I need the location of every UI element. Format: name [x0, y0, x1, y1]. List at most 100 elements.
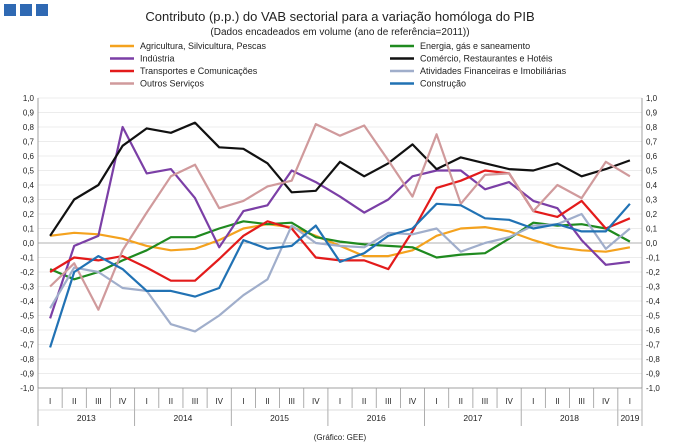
logo-square [4, 4, 16, 16]
x-tick-label: II [169, 397, 173, 406]
x-tick-label: I [242, 397, 244, 406]
x-tick-label: III [288, 397, 295, 406]
series-line [49, 202, 631, 348]
x-axis: I II III IV I II III IV I II III IV I II III IV I II III IV… [37, 388, 643, 426]
y-tick-label-right: 0,9 [646, 109, 658, 118]
y-tick-label-right: -0,5 [646, 312, 660, 321]
legend-label: Transportes e Comunicações [140, 66, 258, 76]
x-year-label: 2018 [560, 413, 579, 423]
series-line [49, 212, 631, 333]
y-tick-label-left: -0,8 [20, 355, 34, 364]
y-tick-label-right: -0,6 [646, 326, 660, 335]
y-tick-label-left: -0,7 [20, 341, 34, 350]
legend: Agricultura, Silvicultura, Pescas Energia… [110, 41, 567, 89]
x-year-label: 2013 [77, 413, 96, 423]
gee-logo [4, 4, 48, 16]
x-tick-label: I [436, 397, 438, 406]
y-tick-label-left: -0,4 [20, 297, 34, 306]
legend-label: Indústria [140, 54, 175, 64]
x-tick-label: III [385, 397, 392, 406]
x-tick-label: III [578, 397, 585, 406]
y-tick-label-left: -0,1 [20, 254, 34, 263]
x-tick-label: IV [602, 397, 610, 406]
x-year-label: 2019 [620, 413, 639, 423]
x-tick-label: IV [215, 397, 223, 406]
legend-label: Construção [420, 79, 466, 89]
x-tick-label: I [49, 397, 51, 406]
y-tick-label-left: 0,4 [23, 181, 35, 190]
y-tick-label-left: -0,3 [20, 283, 34, 292]
x-year-label: 2015 [270, 413, 289, 423]
y-tick-label-left: 0,7 [23, 138, 35, 147]
y-tick-label-right: 0,7 [646, 138, 658, 147]
y-tick-label-left: -0,2 [20, 268, 34, 277]
legend-label: Energia, gás e saneamento [420, 41, 530, 51]
y-tick-label-right: 0,0 [646, 239, 658, 248]
y-tick-label-right: 0,1 [646, 225, 658, 234]
chart-subtitle: (Dados encadeados em volume (ano de refe… [210, 27, 469, 38]
y-tick-label-left: 0,3 [23, 196, 35, 205]
y-tick-label-right: -0,9 [646, 370, 660, 379]
x-tick-label: IV [119, 397, 127, 406]
x-tick-label: III [482, 397, 489, 406]
y-tick-label-right: 0,4 [646, 181, 658, 190]
y-tick-label-right: 0,8 [646, 123, 658, 132]
x-tick-label: IV [505, 397, 513, 406]
y-tick-label-right: 0,3 [646, 196, 658, 205]
y-tick-label-left: 0,0 [23, 239, 35, 248]
y-tick-label-right: -0,4 [646, 297, 660, 306]
y-tick-label-left: -0,6 [20, 326, 34, 335]
x-tick-label: IV [409, 397, 417, 406]
series-line [49, 125, 631, 319]
y-tick-label-left: 0,6 [23, 152, 35, 161]
logo-square [20, 4, 32, 16]
series-line [49, 121, 631, 237]
chart-title: Contributo (p.p.) do VAB sectorial para … [145, 9, 534, 24]
x-tick-label: III [192, 397, 199, 406]
y-tick-label-right: 0,6 [646, 152, 658, 161]
y-axis-left: 1,0 0,9 0,8 0,7 0,6 0,5 0,4 0,3 0,2 0,1 0,0 -0,1 -0,… [20, 94, 34, 393]
legend-label: Outros Serviços [140, 79, 205, 89]
y-tick-label-left: 0,2 [23, 210, 35, 219]
x-tick-label: III [95, 397, 102, 406]
x-year-label: 2014 [173, 413, 192, 423]
legend-label: Agricultura, Silvicultura, Pescas [140, 41, 267, 51]
y-tick-label-right: -1,0 [646, 384, 660, 393]
x-year-label: 2016 [367, 413, 386, 423]
x-tick-label: II [72, 397, 76, 406]
chart-source: (Gráfico: GEE) [314, 433, 367, 442]
series-lines [49, 121, 631, 348]
y-tick-label-right: -0,2 [646, 268, 660, 277]
x-tick-label: II [555, 397, 559, 406]
y-tick-label-left: 0,1 [23, 225, 35, 234]
x-tick-label: II [459, 397, 463, 406]
y-tick-label-right: -0,1 [646, 254, 660, 263]
x-tick-label: I [532, 397, 534, 406]
x-tick-label: IV [312, 397, 320, 406]
x-tick-label: II [362, 397, 366, 406]
y-tick-label-left: 1,0 [23, 94, 35, 103]
y-tick-label-right: -0,7 [646, 341, 660, 350]
legend-label: Atividades Financeiras e Imobiliárias [420, 66, 567, 76]
x-tick-label: I [629, 397, 631, 406]
legend-label: Comércio, Restaurantes e Hotéis [420, 54, 553, 64]
y-tick-label-left: 0,8 [23, 123, 35, 132]
logo-square [36, 4, 48, 16]
series-line [49, 122, 631, 311]
y-tick-label-left: -1,0 [20, 384, 34, 393]
series-line [49, 220, 631, 281]
x-year-label: 2017 [463, 413, 482, 423]
y-tick-label-left: 0,5 [23, 167, 35, 176]
x-tick-label: I [339, 397, 341, 406]
y-tick-label-right: -0,3 [646, 283, 660, 292]
y-tick-label-left: 0,9 [23, 109, 35, 118]
y-tick-label-right: 0,5 [646, 167, 658, 176]
y-tick-label-left: -0,5 [20, 312, 34, 321]
x-tick-label: II [265, 397, 269, 406]
y-tick-label-right: -0,8 [646, 355, 660, 364]
y-axis-right: 1,0 0,9 0,8 0,7 0,6 0,5 0,4 0,3 0,2 0,1 0,0 -0,1 -0,… [646, 94, 660, 393]
y-tick-label-left: -0,9 [20, 370, 34, 379]
y-tick-label-right: 1,0 [646, 94, 658, 103]
x-tick-label: I [146, 397, 148, 406]
